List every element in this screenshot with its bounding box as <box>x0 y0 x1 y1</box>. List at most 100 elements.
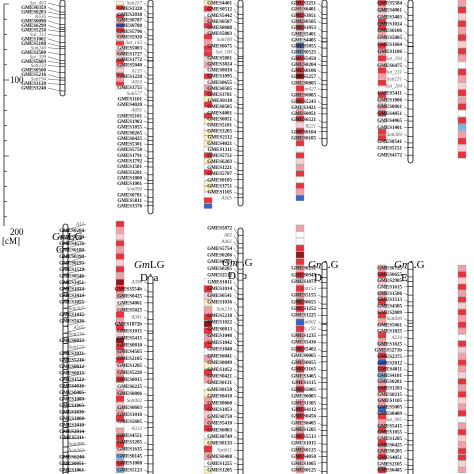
marker-row: GMES0051 <box>59 460 125 467</box>
marker-color-cell <box>377 338 387 346</box>
marker-label: GMES1221 <box>207 166 232 171</box>
marker-connector <box>143 393 149 396</box>
marker-connector <box>403 99 409 101</box>
marker-connector <box>317 267 323 270</box>
marker-color-cell <box>295 265 305 272</box>
marker-label: GMES4016 <box>59 384 84 389</box>
marker-connector <box>233 288 239 295</box>
marker-connector <box>233 149 239 152</box>
chromosome-bar <box>59 0 66 97</box>
marker-row: GMES5011 <box>118 197 213 204</box>
marker-color-cell <box>295 345 305 353</box>
marker-label: GMES0105 <box>291 137 316 142</box>
marker-row: A341 <box>130 313 213 320</box>
marker-color-cell <box>457 27 467 34</box>
marker-color-cell <box>295 48 305 55</box>
marker-color-cell <box>377 345 387 353</box>
marker-color-cell <box>377 98 387 105</box>
marker-row: GMES3055 <box>59 298 125 309</box>
marker-color-cell <box>115 279 125 286</box>
marker-connector <box>317 442 323 445</box>
marker-color-cell <box>203 192 213 198</box>
marker-label: GMES1635 <box>117 448 142 453</box>
marker-connector <box>317 375 323 379</box>
marker-color-cell <box>295 251 305 259</box>
marker-row: GMES5751 <box>207 152 305 159</box>
marker-label: GMES0688 <box>207 26 232 31</box>
marker-connector <box>233 281 239 289</box>
marker-label: GMES0409 <box>377 412 402 417</box>
marker-row: GMES0410 <box>207 392 305 400</box>
marker-row: GMES6005 <box>291 392 387 400</box>
marker-label: GMES1002 <box>21 37 46 42</box>
marker-label: GMES0205 <box>377 450 402 455</box>
marker-connector <box>403 349 409 352</box>
marker-row: GMES1255 <box>207 460 305 467</box>
marker-row: GMES1063 <box>59 402 125 409</box>
marker-color-cell <box>203 135 213 142</box>
marker-color-cell <box>295 146 305 153</box>
marker-connector <box>47 29 61 32</box>
marker-label: Satt154 <box>301 287 317 292</box>
marker-row: Satt194 <box>31 76 125 83</box>
marker-color-cell <box>457 68 467 76</box>
marker-row: GMES0546 <box>59 272 125 284</box>
marker-connector <box>403 457 409 460</box>
marker-label: GMES6725 <box>377 267 402 272</box>
marker-color-cell <box>115 447 125 454</box>
marker-row: GMES6425 <box>117 135 213 142</box>
marker-color-cell <box>203 163 213 170</box>
marker-color-cell <box>115 45 125 50</box>
marker-connector <box>317 119 323 123</box>
marker-label: GMES1053 <box>207 408 232 413</box>
centromere-mark <box>407 322 414 324</box>
marker-color-cell <box>203 34 213 40</box>
marker-row: GMES2500 <box>21 50 125 56</box>
marker-color-cell <box>295 115 305 122</box>
marker-color-cell <box>115 32 125 37</box>
marker-row: GMES1522 <box>59 376 125 383</box>
marker-color-cell <box>457 384 467 391</box>
marker-color-cell <box>457 82 467 90</box>
marker-row: GMES1053 <box>207 406 305 414</box>
marker-color-cell <box>457 296 467 303</box>
marker-color-cell <box>295 466 305 474</box>
marker-connector <box>233 94 239 98</box>
chromosome-bar <box>237 227 244 474</box>
marker-color-cell <box>377 332 387 339</box>
marker-connector <box>62 443 87 448</box>
marker-row: GMES5101 <box>207 121 305 128</box>
marker-color-cell <box>115 305 125 312</box>
marker-row: GMES3781 <box>207 91 305 98</box>
marker-connector <box>403 113 409 117</box>
marker-row: Satt316 <box>62 330 125 338</box>
marker-row: A234 <box>390 334 467 341</box>
marker-color-cell <box>377 392 387 400</box>
marker-connector <box>62 327 87 334</box>
marker-row: GMES3240 <box>21 85 125 92</box>
marker-row: GMES6405 <box>377 466 467 474</box>
marker-label: A505 <box>72 326 84 331</box>
marker-color-cell <box>203 51 213 57</box>
marker-color-cell <box>295 372 305 380</box>
marker-label: GMES5188 <box>21 42 46 47</box>
marker-row: GMES1625 <box>377 340 467 347</box>
marker-color-cell <box>295 97 305 104</box>
marker-connector <box>317 341 323 344</box>
marker-label: GMES1048 <box>207 334 232 339</box>
bottom-linkage-groups: GmLGC2A12GMES0204GMES0599GMES4576GMES618… <box>52 220 467 474</box>
marker-connector <box>317 281 323 283</box>
marker-color-cell <box>377 92 387 98</box>
marker-color-cell <box>203 130 213 136</box>
marker-connector <box>62 256 87 265</box>
marker-row: GMES5669 <box>21 59 125 65</box>
marker-row: GMES0505 <box>291 18 387 25</box>
marker-row: GMES0408 <box>207 453 305 460</box>
marker-label: GMES5415 <box>117 336 142 341</box>
marker-label: GMES5003 <box>117 47 142 52</box>
marker-row: Sat_085 <box>386 416 467 423</box>
marker-label: GMES3414 <box>59 294 84 299</box>
marker-color-cell <box>377 305 387 312</box>
marker-connector <box>143 138 149 141</box>
marker-row: Sat_399 <box>30 54 125 61</box>
